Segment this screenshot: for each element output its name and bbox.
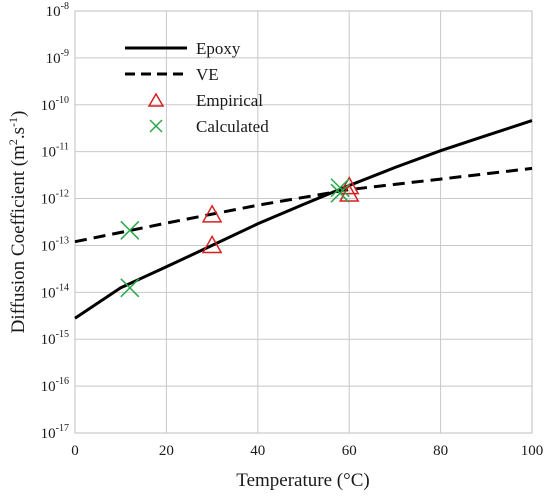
y-tick-label: 10-14 xyxy=(41,282,69,301)
y-tick-label: 10-17 xyxy=(41,423,69,442)
x-tick-label: 80 xyxy=(433,443,448,459)
plot-frame xyxy=(74,10,533,434)
y-tick-label: 10-10 xyxy=(41,95,69,114)
y-axis-title: Diffusion Coefficient (m2.s-1) xyxy=(6,111,29,334)
y-tick-label: 10-9 xyxy=(46,48,69,67)
y-tick-label: 10-16 xyxy=(41,376,69,395)
legend-epoxy-label: Epoxy xyxy=(196,39,241,58)
y-tick-label: 10-11 xyxy=(41,142,69,161)
calculated-point xyxy=(120,220,140,240)
x-axis-title: Temperature (°C) xyxy=(236,470,369,491)
y-tick-label: 10-12 xyxy=(41,189,69,208)
empirical-point xyxy=(201,234,223,254)
x-tick-label: 20 xyxy=(159,443,174,459)
legend-calculated-marker xyxy=(149,119,163,133)
x-tick-label: 60 xyxy=(342,443,357,459)
y-tick-label: 10-8 xyxy=(46,1,69,20)
legend-empirical-marker xyxy=(147,92,165,107)
y-axis-title-sup-2: 2 xyxy=(6,139,20,145)
legend: Epoxy VE Empirical Calculated xyxy=(125,39,269,136)
calculated-point xyxy=(330,183,350,203)
legend-ve-label: VE xyxy=(196,65,219,84)
series-layer xyxy=(74,119,533,320)
y-tick-label: 10-13 xyxy=(41,235,69,254)
x-tick-label: 40 xyxy=(250,443,265,459)
empirical-point xyxy=(201,204,223,223)
legend-empirical-label: Empirical xyxy=(196,91,263,110)
x-tick-label: 0 xyxy=(71,443,79,459)
calculated-point xyxy=(120,278,140,298)
calculated-point xyxy=(330,178,350,198)
series-line-epoxy xyxy=(74,119,533,320)
legend-calculated-label: Calculated xyxy=(196,117,269,136)
y-axis-title-sup-minus1: -1 xyxy=(6,117,20,127)
y-tick-labels: 10-8 10-9 10-10 10-11 10-12 10-13 10-14 10-15 10… xyxy=(41,1,69,442)
series-line-ve xyxy=(74,166,533,244)
y-tick-label: 10-15 xyxy=(41,329,69,348)
x-tick-labels: 0 20 40 60 80 100 xyxy=(71,443,543,459)
empirical-point xyxy=(338,176,360,195)
x-tick-label: 100 xyxy=(521,443,544,459)
